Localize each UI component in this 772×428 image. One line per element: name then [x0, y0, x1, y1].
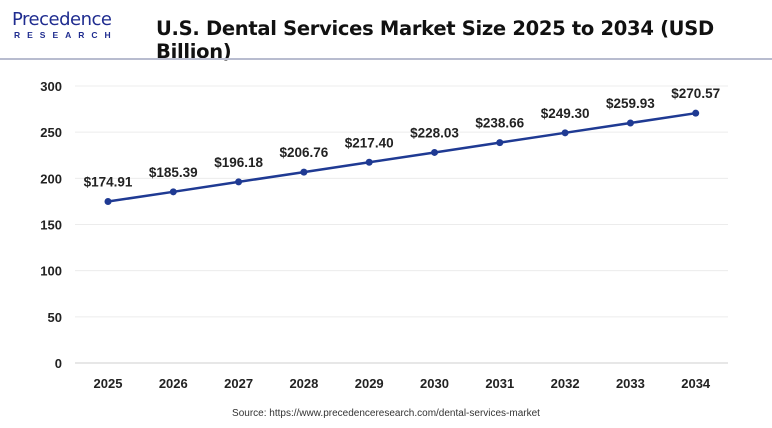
- logo: Precedence RESEARCH: [12, 9, 124, 41]
- source-note: Source: https://www.precedenceresearch.c…: [232, 408, 540, 419]
- y-tick-label: 100: [40, 264, 62, 279]
- series-line: [107, 111, 696, 203]
- logo-line1: Precedence: [12, 9, 112, 30]
- x-tick-label: 2031: [485, 376, 514, 391]
- data-label: $270.57: [671, 86, 720, 101]
- data-point: [626, 119, 634, 127]
- data-label: $196.18: [214, 155, 263, 170]
- data-point: [561, 129, 569, 137]
- y-tick-label: 300: [40, 79, 62, 94]
- x-tick-label: 2030: [420, 376, 449, 391]
- chart-title: U.S. Dental Services Market Size 2025 to…: [156, 17, 714, 63]
- data-label: $238.66: [475, 116, 524, 131]
- y-tick-label: 250: [40, 125, 62, 140]
- data-point: [496, 139, 504, 147]
- y-tick-label: 50: [48, 310, 62, 325]
- y-tick-label: 200: [40, 171, 62, 186]
- data-point: [104, 197, 112, 205]
- data-point: [235, 178, 243, 186]
- y-tick-label: 0: [55, 356, 62, 371]
- data-label: $228.03: [410, 125, 459, 140]
- data-label: $174.91: [84, 174, 133, 189]
- x-tick-label: 2033: [616, 376, 645, 391]
- data-label: $217.40: [345, 135, 394, 150]
- data-label: $185.39: [149, 165, 198, 180]
- x-tick-label: 2027: [224, 376, 253, 391]
- x-tick-label: 2026: [159, 376, 188, 391]
- data-point: [169, 188, 177, 196]
- logo-line2: RESEARCH: [14, 30, 118, 40]
- x-tick-label: 2025: [94, 376, 123, 391]
- y-tick-label: 150: [40, 218, 62, 233]
- x-tick-label: 2028: [289, 376, 318, 391]
- data-point: [692, 109, 700, 117]
- data-point: [431, 148, 438, 156]
- x-tick-label: 2032: [551, 376, 580, 391]
- x-tick-label: 2029: [355, 376, 384, 391]
- data-label: $259.93: [606, 96, 655, 111]
- data-label: $249.30: [541, 106, 590, 121]
- x-tick-label: 2034: [681, 376, 711, 391]
- data-point: [365, 158, 373, 166]
- header-divider: [0, 58, 772, 60]
- data-point: [300, 168, 308, 176]
- data-label: $206.76: [279, 145, 328, 160]
